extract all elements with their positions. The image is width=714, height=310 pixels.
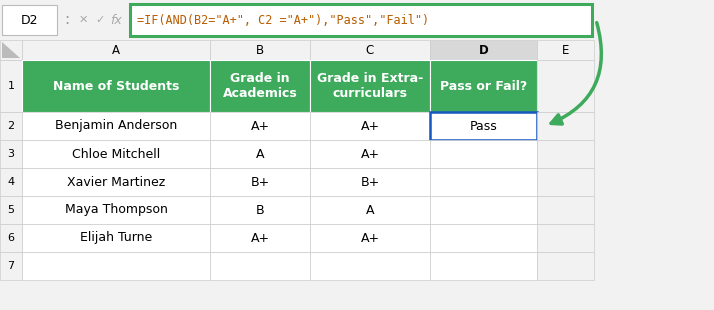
Bar [310, 140, 430, 168]
Text: B: B [256, 203, 264, 216]
Text: 6: 6 [8, 233, 14, 243]
Text: 5: 5 [8, 205, 14, 215]
Bar [430, 140, 537, 168]
Text: :: : [64, 12, 69, 28]
Bar [210, 168, 310, 196]
Text: Pass: Pass [470, 119, 498, 132]
Polygon shape [2, 42, 20, 58]
Text: A: A [112, 43, 120, 56]
Bar [2, 5, 57, 35]
Text: Xavier Martinez: Xavier Martinez [67, 175, 165, 188]
Bar [537, 224, 594, 252]
Text: Name of Students: Name of Students [53, 79, 179, 92]
Text: C: C [366, 43, 374, 56]
Bar [537, 252, 594, 280]
Text: A+: A+ [361, 119, 380, 132]
Bar [0, 168, 22, 196]
Bar [0, 112, 22, 140]
Bar [130, 4, 592, 36]
Bar [310, 196, 430, 224]
Bar [210, 196, 310, 224]
Bar [0, 196, 22, 224]
Bar [537, 60, 594, 112]
Bar [310, 60, 430, 112]
Bar [310, 168, 430, 196]
Text: ✕: ✕ [79, 15, 88, 25]
Text: fx: fx [110, 14, 122, 26]
Text: A+: A+ [251, 232, 270, 245]
Bar [0, 140, 22, 168]
Bar [310, 112, 430, 140]
Text: Grade in Extra-
curriculars: Grade in Extra- curriculars [317, 72, 423, 100]
Text: B: B [256, 43, 264, 56]
Text: A+: A+ [361, 148, 380, 161]
Bar [310, 252, 430, 280]
Bar [430, 252, 537, 280]
Text: A: A [256, 148, 264, 161]
Bar [22, 60, 210, 112]
Text: Elijah Turne: Elijah Turne [80, 232, 152, 245]
Text: A: A [366, 203, 374, 216]
Bar [537, 40, 594, 60]
Bar [210, 60, 310, 112]
Text: Chloe Mitchell: Chloe Mitchell [72, 148, 160, 161]
Text: 2: 2 [7, 121, 14, 131]
Bar [310, 224, 430, 252]
Bar [210, 224, 310, 252]
Bar [0, 252, 22, 280]
Bar [537, 112, 594, 140]
Bar [0, 0, 714, 40]
Text: 4: 4 [7, 177, 14, 187]
Text: 3: 3 [8, 149, 14, 159]
Bar [310, 40, 430, 60]
Text: D2: D2 [20, 14, 38, 26]
Bar [22, 168, 210, 196]
Bar [210, 112, 310, 140]
Bar [22, 224, 210, 252]
Text: D: D [478, 43, 488, 56]
Bar [537, 140, 594, 168]
Bar [22, 140, 210, 168]
Bar [430, 168, 537, 196]
Text: ✓: ✓ [95, 15, 105, 25]
Bar [537, 168, 594, 196]
Bar [210, 252, 310, 280]
Bar [430, 112, 537, 140]
Bar [210, 140, 310, 168]
Bar [537, 196, 594, 224]
Bar [210, 40, 310, 60]
Text: B+: B+ [251, 175, 270, 188]
Text: B+: B+ [361, 175, 380, 188]
Bar [430, 224, 537, 252]
Text: 1: 1 [8, 81, 14, 91]
Bar [0, 224, 22, 252]
Bar [22, 196, 210, 224]
Text: A+: A+ [361, 232, 380, 245]
Text: A+: A+ [251, 119, 270, 132]
Bar [430, 196, 537, 224]
Bar [430, 60, 537, 112]
Text: 7: 7 [7, 261, 14, 271]
Text: Maya Thompson: Maya Thompson [64, 203, 168, 216]
Bar [0, 40, 22, 60]
Text: E: E [562, 43, 569, 56]
Bar [22, 40, 210, 60]
Text: Pass or Fail?: Pass or Fail? [440, 79, 527, 92]
Text: Benjamin Anderson: Benjamin Anderson [55, 119, 177, 132]
Bar [0, 60, 22, 112]
Bar [430, 40, 537, 60]
Text: Grade in
Academics: Grade in Academics [223, 72, 297, 100]
Text: =IF(AND(B2="A+", C2 ="A+"),"Pass","Fail"): =IF(AND(B2="A+", C2 ="A+"),"Pass","Fail"… [137, 14, 429, 26]
Bar [22, 112, 210, 140]
Bar [22, 252, 210, 280]
